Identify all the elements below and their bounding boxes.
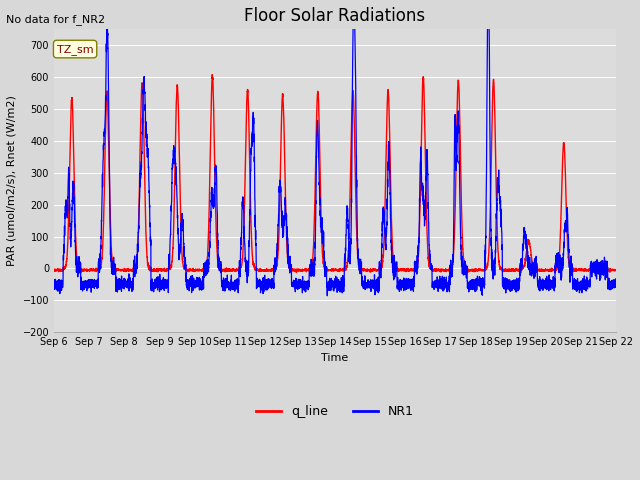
Title: Floor Solar Radiations: Floor Solar Radiations bbox=[244, 7, 426, 25]
Y-axis label: PAR (umol/m2/s), Rnet (W/m2): PAR (umol/m2/s), Rnet (W/m2) bbox=[7, 96, 17, 266]
Text: No data for f_NR2: No data for f_NR2 bbox=[6, 14, 106, 25]
X-axis label: Time: Time bbox=[321, 353, 349, 363]
Text: TZ_sm: TZ_sm bbox=[57, 44, 93, 55]
Legend: q_line, NR1: q_line, NR1 bbox=[251, 400, 419, 423]
